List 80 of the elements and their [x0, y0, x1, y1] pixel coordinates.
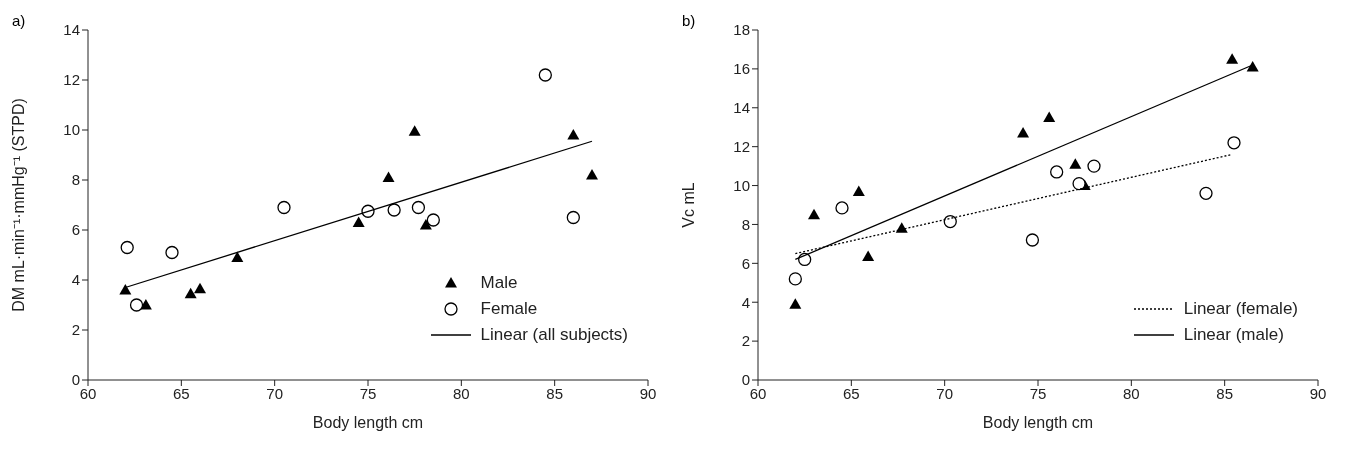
point	[1025, 233, 1040, 247]
x-tick-label: 85	[546, 384, 564, 402]
point	[194, 282, 206, 294]
point	[1043, 111, 1056, 122]
point	[1227, 136, 1241, 150]
x-tick-label: 80	[452, 384, 470, 402]
point	[1069, 158, 1082, 169]
point	[426, 213, 440, 227]
x-tick-label: 90	[639, 384, 657, 402]
point	[165, 245, 179, 260]
x-tick-label: 85	[1216, 384, 1234, 402]
point	[808, 208, 820, 220]
point	[835, 201, 849, 215]
point	[1050, 165, 1064, 179]
x-tick-label: 70	[936, 384, 954, 402]
y-tick-label: 14	[733, 99, 750, 117]
y-tick-label: 12	[733, 137, 750, 155]
y-tick-label: 10	[63, 121, 80, 139]
y-tick-label: 2	[741, 332, 750, 350]
point	[586, 169, 598, 180]
y-axis-title: DM mL·min⁻¹·mmHg⁻¹ (STPD)	[9, 98, 27, 312]
x-tick-label: 60	[749, 384, 767, 402]
point	[184, 287, 197, 299]
point	[789, 298, 802, 309]
point	[862, 250, 875, 262]
point	[538, 68, 552, 82]
point	[419, 219, 432, 230]
chart-title: b)	[682, 12, 696, 29]
x-tick-label: 60	[79, 384, 97, 402]
legend-label: Linear (all subjects)	[480, 325, 628, 345]
point	[1072, 176, 1086, 191]
legend-label: Linear (male)	[1183, 325, 1284, 345]
x-tick-label: 75	[359, 384, 377, 402]
y-tick-label: 10	[733, 176, 750, 194]
y-tick-label: 2	[71, 321, 80, 339]
chart-title: a)	[12, 12, 26, 29]
point	[129, 298, 144, 312]
y-tick-label: 6	[71, 221, 80, 239]
y-tick-label: 12	[63, 71, 80, 89]
y-tick-label: 14	[63, 21, 80, 39]
y-tick-label: 0	[71, 371, 80, 389]
y-tick-label: 8	[741, 215, 750, 233]
point	[566, 210, 580, 225]
y-tick-label: 0	[741, 371, 750, 389]
point	[1087, 159, 1101, 173]
point	[943, 214, 957, 229]
point	[788, 272, 802, 286]
point	[1226, 53, 1239, 64]
y-tick-label: 18	[733, 21, 750, 39]
point	[411, 200, 426, 215]
y-axis-title: Vc mL	[679, 182, 697, 228]
y-tick-label: 4	[741, 293, 750, 311]
x-tick-label: 65	[842, 384, 860, 402]
legend-label: Linear (female)	[1183, 299, 1298, 319]
x-tick-label: 90	[1309, 384, 1327, 402]
point	[567, 129, 580, 140]
y-tick-label: 8	[71, 171, 80, 189]
x-tick-label: 70	[266, 384, 284, 402]
x-axis-title: Body length cm	[982, 414, 1094, 431]
y-tick-label: 4	[71, 271, 80, 289]
point	[1017, 127, 1030, 138]
point	[277, 200, 291, 215]
y-tick-label: 6	[741, 254, 750, 272]
y-tick-label: 16	[733, 60, 750, 78]
point	[120, 240, 134, 255]
point	[352, 216, 365, 227]
x-axis-title: Body length cm	[312, 414, 424, 431]
point	[895, 222, 908, 233]
point	[408, 125, 421, 136]
point	[382, 171, 395, 182]
legend-label: Male	[480, 273, 518, 293]
x-tick-label: 65	[172, 384, 190, 402]
x-tick-label: 80	[1122, 384, 1140, 402]
point	[387, 203, 401, 217]
legend-label: Female	[480, 299, 538, 319]
point	[231, 251, 244, 262]
point	[1199, 186, 1213, 200]
x-tick-label: 75	[1029, 384, 1047, 402]
point	[119, 284, 132, 295]
point	[852, 185, 865, 196]
